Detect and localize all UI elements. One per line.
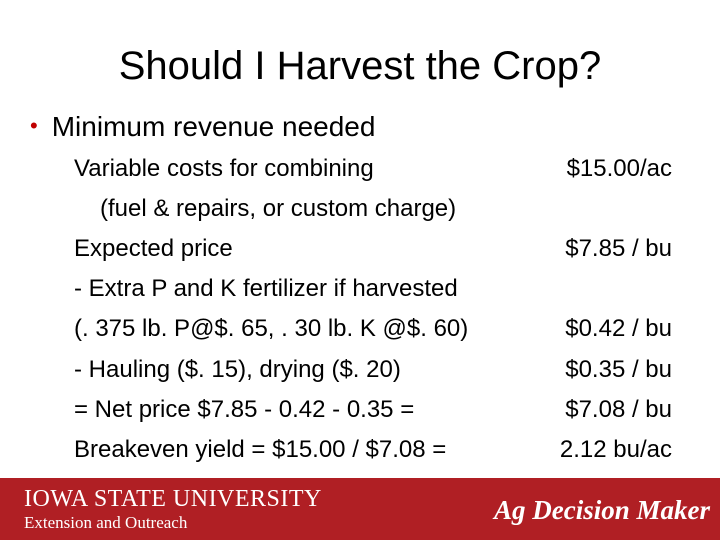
row-value: 2.12 bu/ac [559,436,672,463]
cost-row: = Net price $7.85 - 0.42 - 0.35 = $7.08 … [0,390,720,430]
row-value: $0.35 / bu [565,356,672,383]
cost-row: Variable costs for combining $15.00/ac [0,149,720,189]
cost-row: - Extra P and K fertilizer if harvested [0,269,720,309]
cost-row: - Hauling ($. 15), drying ($. 20) $0.35 … [0,350,720,390]
row-value: $0.42 / bu [565,315,672,342]
row-label: = Net price $7.85 - 0.42 - 0.35 = [74,396,415,423]
row-value: $7.08 / bu [565,396,672,423]
bullet-item: • Minimum revenue needed [30,108,375,145]
cost-row: Expected price $7.85 / bu [0,229,720,269]
brand-logo: Ag Decision Maker [494,495,710,525]
university-logo: IOWA STATE UNIVERSITY [24,486,322,512]
row-label: (fuel & repairs, or custom charge) [100,195,457,222]
row-value: $15.00/ac [566,155,672,182]
row-label: - Extra P and K fertilizer if harvested [74,275,458,302]
cost-row: Breakeven yield = $15.00 / $7.08 = 2.12 … [0,430,720,470]
extension-label: Extension and Outreach [24,513,188,532]
row-label: - Hauling ($. 15), drying ($. 20) [74,356,401,383]
row-label: Expected price [74,235,233,262]
slide-title: Should I Harvest the Crop? [118,44,602,88]
row-value: $7.85 / bu [565,235,672,262]
row-label: Variable costs for combining [74,155,374,182]
row-label: (. 375 lb. P@$. 65, . 30 lb. K @$. 60) [74,315,469,342]
footer-banner: IOWA STATE UNIVERSITY Extension and Outr… [0,478,720,540]
cost-row: (. 375 lb. P@$. 65, . 30 lb. K @$. 60) $… [0,309,720,349]
cost-row: (fuel & repairs, or custom charge) [0,189,720,229]
bullet-icon: • [30,113,38,138]
row-label: Breakeven yield = $15.00 / $7.08 = [74,436,447,463]
bullet-text: Minimum revenue needed [51,111,376,142]
